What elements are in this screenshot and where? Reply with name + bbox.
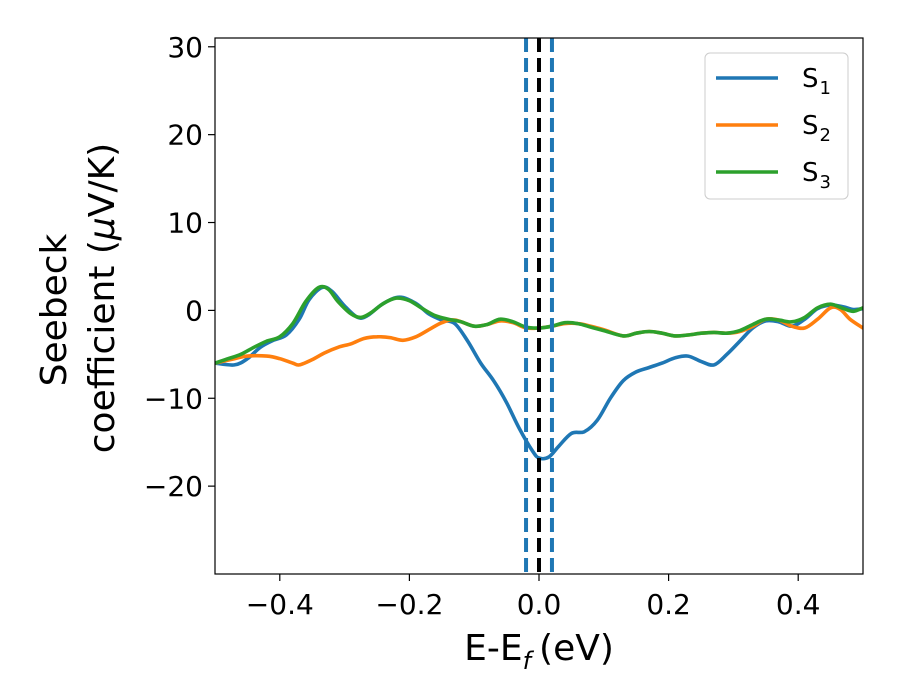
x-tick-label: 0.0 (517, 588, 562, 621)
y-tick-label: 10 (167, 207, 203, 240)
y-tick-label: 20 (167, 119, 203, 152)
x-axis: −0.4 −0.2 0.0 0.2 0.4 (246, 574, 821, 621)
y-tick-label: −10 (144, 382, 203, 415)
x-tick-label: 0.4 (776, 588, 821, 621)
x-tick-label: −0.4 (246, 588, 314, 621)
y-axis-label-line1: Seebeck (34, 233, 75, 386)
seebeck-chart: −0.4 −0.2 0.0 0.2 0.4 −20 −10 0 10 20 30 E-Ef (eV)… (0, 0, 900, 700)
y-tick-label: 0 (185, 294, 203, 327)
x-axis-label: E-Ef (eV) (464, 628, 614, 675)
y-tick-label: 30 (167, 31, 203, 64)
y-tick-label: −20 (144, 470, 203, 503)
y-axis: −20 −10 0 10 20 30 (144, 31, 215, 503)
y-axis-label-line2: coefficient (μV/K) (82, 143, 123, 453)
x-tick-label: 0.2 (646, 588, 691, 621)
x-tick-label: −0.2 (375, 588, 443, 621)
